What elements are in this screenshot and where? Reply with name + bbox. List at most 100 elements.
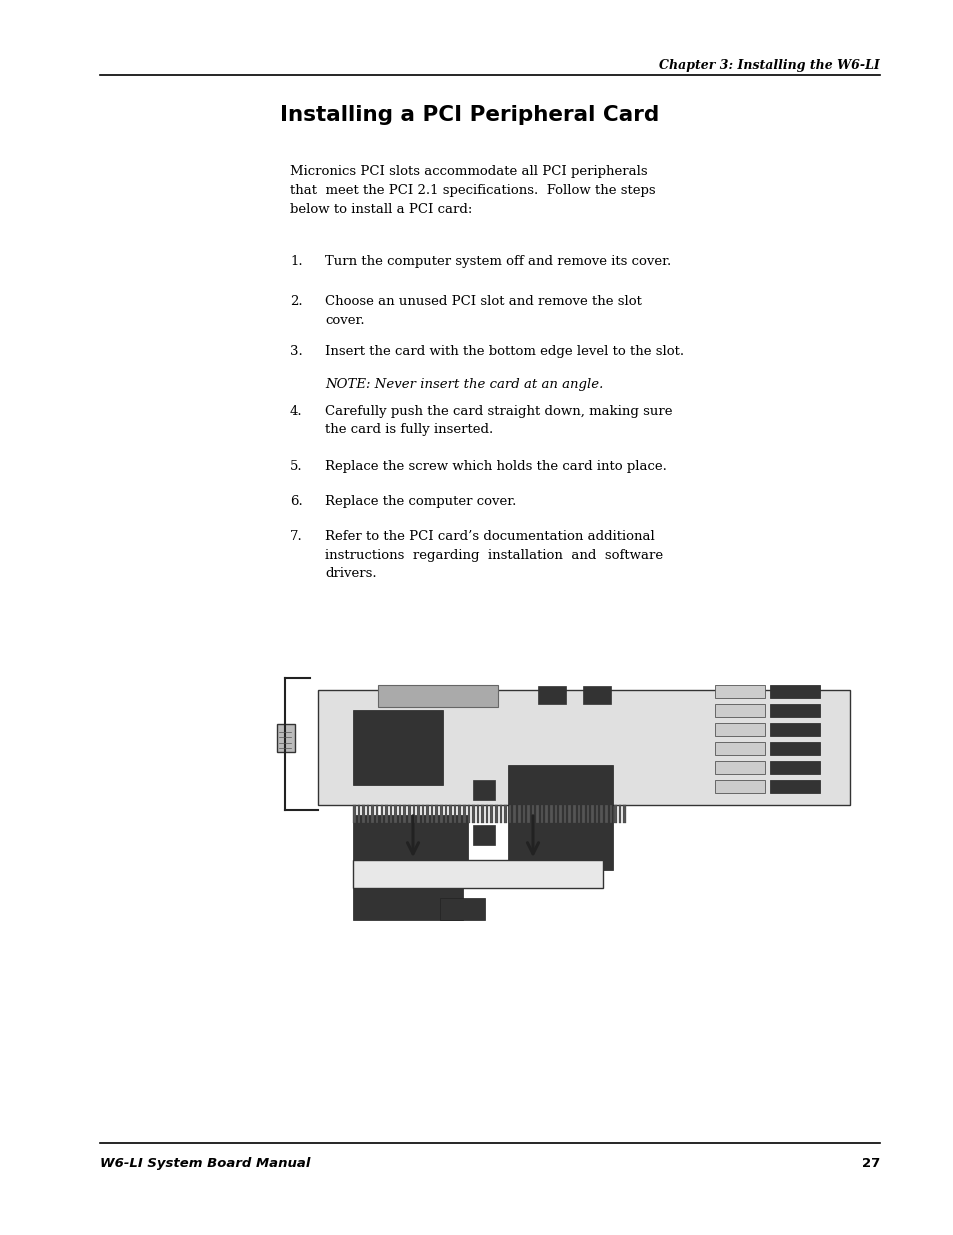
- Bar: [573, 805, 575, 823]
- Bar: [568, 805, 570, 823]
- Text: NOTE: Never insert the card at an angle.: NOTE: Never insert the card at an angle.: [325, 378, 602, 391]
- Text: Refer to the PCI card’s documentation additional
instructions  regarding  instal: Refer to the PCI card’s documentation ad…: [325, 530, 662, 580]
- Text: 5.: 5.: [290, 459, 302, 473]
- Text: 4.: 4.: [290, 405, 302, 417]
- Bar: [558, 805, 561, 823]
- Bar: [577, 805, 579, 823]
- Bar: [439, 898, 484, 920]
- Bar: [714, 722, 764, 736]
- Bar: [485, 805, 488, 823]
- Text: 1.: 1.: [290, 254, 302, 268]
- Bar: [769, 741, 820, 755]
- Bar: [536, 805, 538, 823]
- Bar: [508, 805, 511, 823]
- Bar: [769, 684, 820, 698]
- Bar: [366, 805, 369, 823]
- Bar: [714, 741, 764, 755]
- Bar: [504, 805, 506, 823]
- Text: Micronics PCI slots accommodate all PCI peripherals
that  meet the PCI 2.1 speci: Micronics PCI slots accommodate all PCI …: [290, 165, 655, 216]
- Bar: [472, 805, 475, 823]
- Bar: [375, 805, 378, 823]
- Bar: [353, 882, 462, 920]
- Bar: [582, 685, 610, 704]
- Text: Installing a PCI Peripheral Card: Installing a PCI Peripheral Card: [280, 105, 659, 125]
- Bar: [398, 805, 401, 823]
- Bar: [517, 805, 520, 823]
- Bar: [476, 805, 478, 823]
- Bar: [618, 805, 620, 823]
- Bar: [591, 805, 594, 823]
- Text: 27: 27: [861, 1157, 879, 1170]
- Bar: [421, 805, 424, 823]
- Bar: [454, 805, 456, 823]
- Bar: [614, 805, 617, 823]
- Bar: [550, 805, 552, 823]
- Bar: [353, 805, 355, 823]
- Bar: [353, 815, 468, 864]
- Bar: [507, 764, 613, 869]
- Text: 2.: 2.: [290, 295, 302, 308]
- Bar: [389, 805, 392, 823]
- Bar: [490, 805, 493, 823]
- Bar: [537, 685, 565, 704]
- Bar: [403, 805, 406, 823]
- Bar: [473, 825, 495, 845]
- Bar: [473, 781, 495, 800]
- Bar: [563, 805, 566, 823]
- Bar: [385, 805, 387, 823]
- Bar: [531, 805, 534, 823]
- Bar: [353, 860, 602, 888]
- Bar: [426, 805, 429, 823]
- Bar: [622, 805, 625, 823]
- Bar: [596, 805, 598, 823]
- Bar: [581, 805, 584, 823]
- Text: 3.: 3.: [290, 345, 302, 358]
- Bar: [586, 805, 589, 823]
- Bar: [371, 805, 374, 823]
- Bar: [499, 805, 501, 823]
- Text: Insert the card with the bottom edge level to the slot.: Insert the card with the bottom edge lev…: [325, 345, 683, 358]
- Bar: [431, 805, 433, 823]
- Bar: [317, 690, 849, 805]
- Bar: [513, 805, 516, 823]
- Bar: [449, 805, 452, 823]
- Text: Choose an unused PCI slot and remove the slot
cover.: Choose an unused PCI slot and remove the…: [325, 295, 641, 326]
- Bar: [609, 805, 612, 823]
- Bar: [362, 805, 364, 823]
- Bar: [522, 805, 524, 823]
- Bar: [357, 805, 359, 823]
- Bar: [540, 805, 543, 823]
- Bar: [377, 685, 497, 706]
- Bar: [408, 805, 410, 823]
- Bar: [467, 805, 470, 823]
- Bar: [435, 805, 437, 823]
- Text: Carefully push the card straight down, making sure
the card is fully inserted.: Carefully push the card straight down, m…: [325, 405, 672, 436]
- Bar: [412, 805, 415, 823]
- Bar: [714, 761, 764, 774]
- Bar: [495, 805, 497, 823]
- Bar: [276, 724, 294, 752]
- Bar: [769, 779, 820, 793]
- Bar: [554, 805, 557, 823]
- Bar: [462, 805, 465, 823]
- Bar: [444, 805, 447, 823]
- Bar: [714, 704, 764, 718]
- Text: Turn the computer system off and remove its cover.: Turn the computer system off and remove …: [325, 254, 671, 268]
- Bar: [481, 805, 483, 823]
- Bar: [714, 779, 764, 793]
- Bar: [769, 722, 820, 736]
- Bar: [353, 710, 442, 785]
- Text: Chapter 3: Installing the W6-LI: Chapter 3: Installing the W6-LI: [659, 59, 879, 72]
- Bar: [394, 805, 396, 823]
- Text: W6-LI System Board Manual: W6-LI System Board Manual: [100, 1157, 310, 1170]
- Bar: [527, 805, 529, 823]
- Bar: [439, 805, 442, 823]
- Bar: [769, 761, 820, 774]
- Bar: [416, 805, 419, 823]
- Text: Replace the computer cover.: Replace the computer cover.: [325, 495, 516, 508]
- Text: 7.: 7.: [290, 530, 302, 543]
- Bar: [380, 805, 383, 823]
- Bar: [604, 805, 607, 823]
- Bar: [545, 805, 547, 823]
- Bar: [769, 704, 820, 718]
